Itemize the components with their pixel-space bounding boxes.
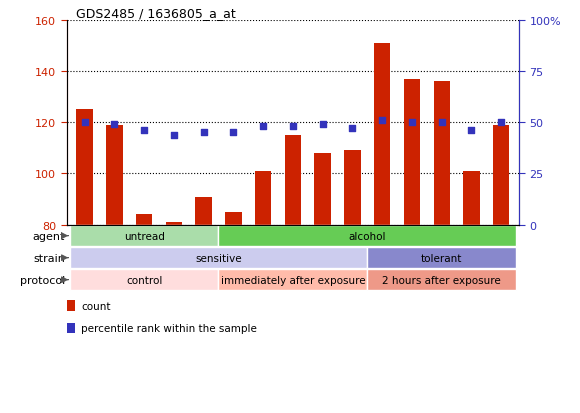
Text: immediately after exposure: immediately after exposure [220, 275, 365, 285]
Point [407, 120, 416, 126]
Text: tolerant: tolerant [421, 253, 462, 263]
Text: count: count [81, 301, 111, 311]
Bar [314, 154, 331, 225]
Text: strain: strain [33, 253, 65, 263]
Bar [70, 225, 219, 247]
Bar [136, 215, 153, 225]
Bar [285, 136, 301, 225]
Point [169, 132, 179, 138]
Point [288, 123, 298, 130]
Text: control: control [126, 275, 162, 285]
Bar [225, 212, 241, 225]
Bar [404, 79, 420, 225]
Point [437, 120, 447, 126]
Point [110, 122, 119, 128]
Bar [367, 269, 516, 291]
Bar [166, 223, 182, 225]
Text: 2 hours after exposure: 2 hours after exposure [382, 275, 501, 285]
Bar [367, 247, 516, 269]
Point [318, 122, 327, 128]
Bar [70, 247, 367, 269]
Point [467, 128, 476, 134]
Bar [70, 269, 219, 291]
Bar [195, 197, 212, 225]
Point [348, 126, 357, 132]
Point [199, 130, 208, 136]
Bar [77, 110, 93, 225]
Point [229, 130, 238, 136]
Point [378, 118, 387, 124]
Bar [219, 269, 367, 291]
Point [259, 123, 268, 130]
Text: percentile rank within the sample: percentile rank within the sample [81, 324, 257, 334]
Point [496, 120, 506, 126]
Bar [345, 151, 361, 225]
Point [139, 128, 148, 134]
Bar [106, 126, 122, 225]
Text: protocol: protocol [20, 275, 65, 285]
Bar [463, 171, 480, 225]
Text: untread: untread [124, 231, 165, 241]
Text: alcohol: alcohol [349, 231, 386, 241]
Text: GDS2485 / 1636805_a_at: GDS2485 / 1636805_a_at [76, 7, 235, 19]
Bar [433, 82, 450, 225]
Bar [219, 225, 516, 247]
Bar [374, 44, 390, 225]
Text: agent: agent [33, 231, 65, 241]
Bar [493, 126, 509, 225]
Bar [255, 171, 271, 225]
Text: sensitive: sensitive [195, 253, 242, 263]
Point [80, 120, 89, 126]
